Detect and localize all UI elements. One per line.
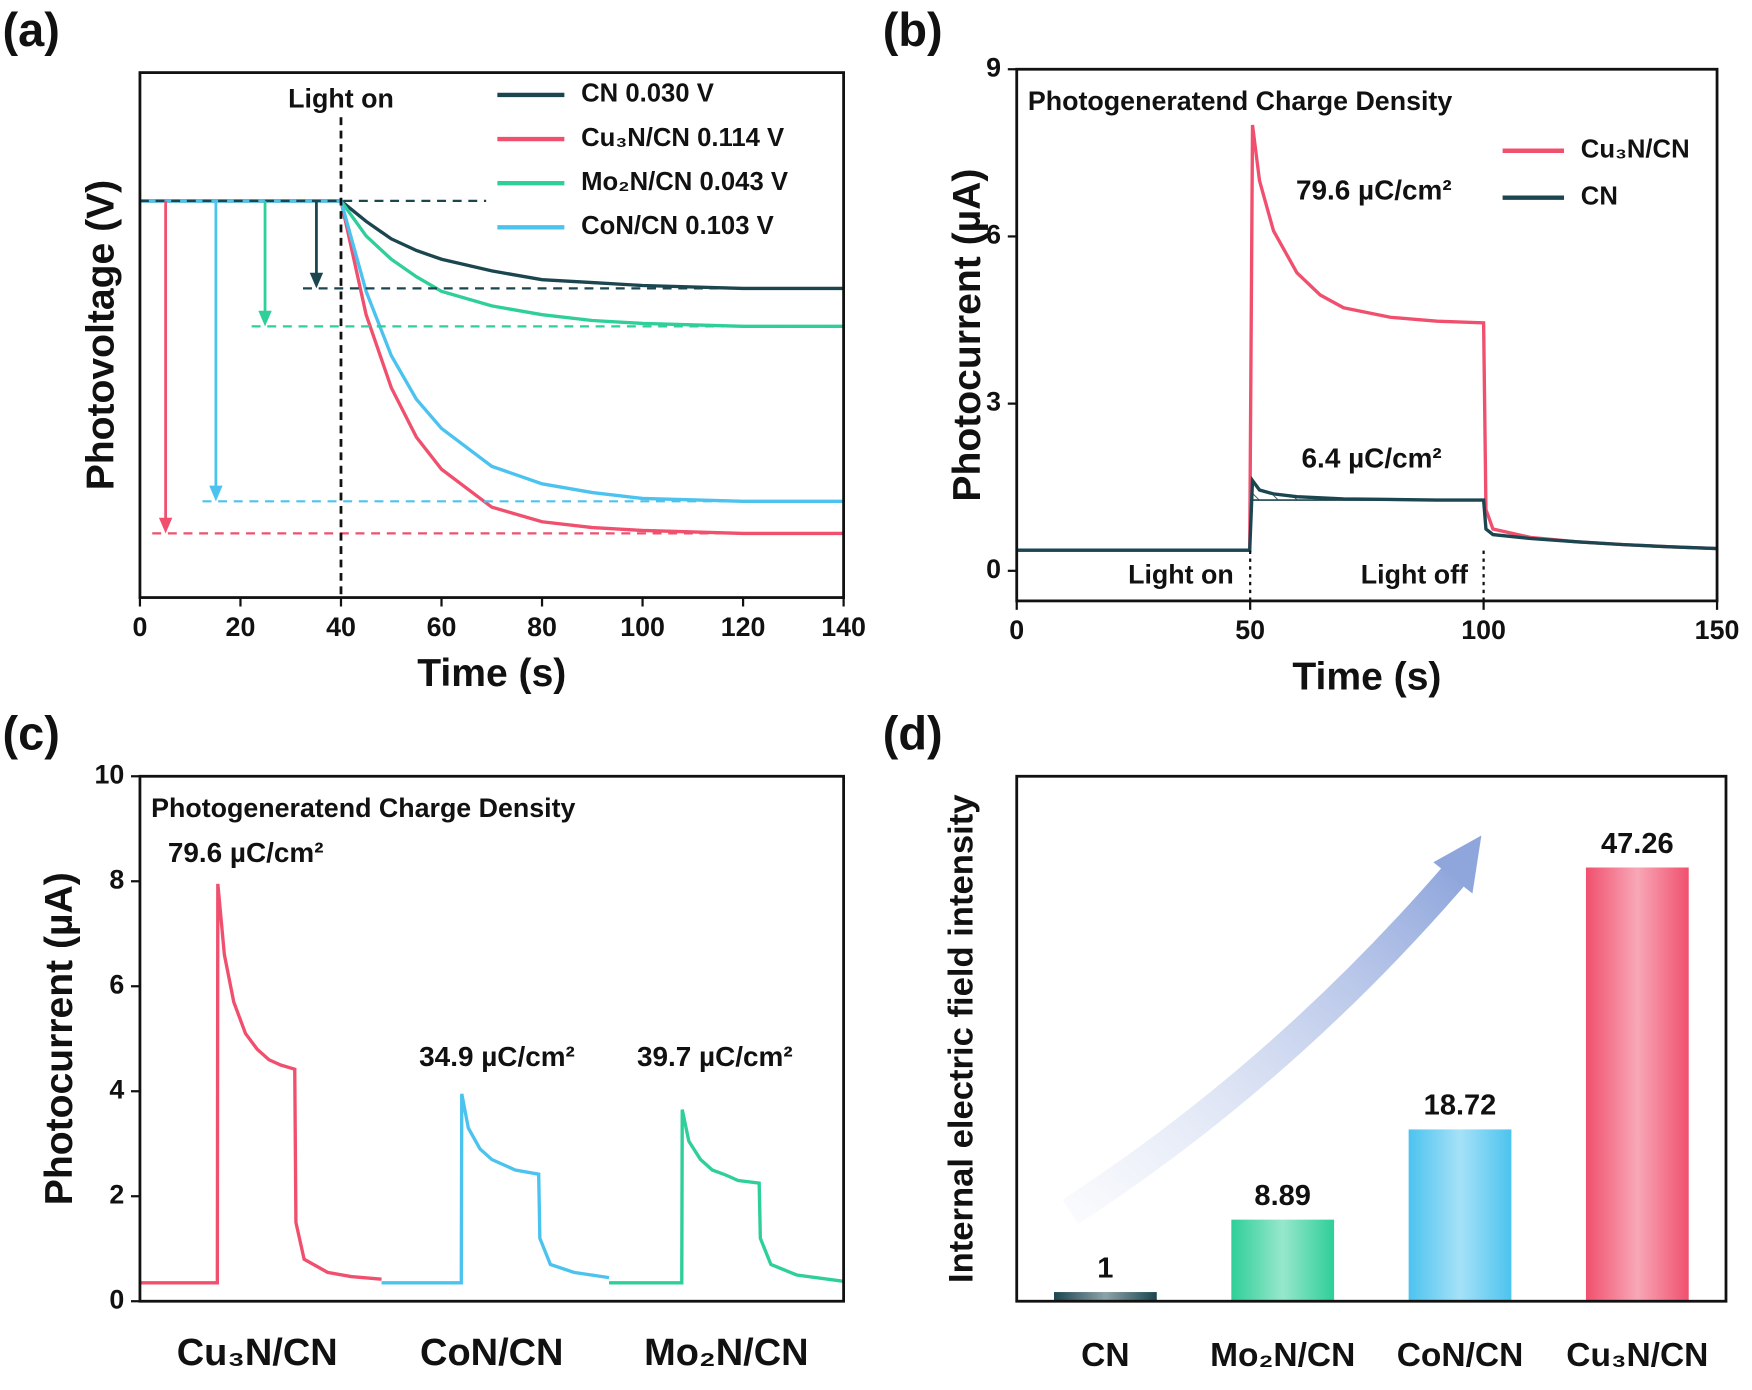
y-tick-label: 8 [109, 864, 124, 894]
panel-label: (d) [883, 708, 943, 760]
annotation: 79.6 µC/cm² [1296, 174, 1452, 205]
y-tick-label: 10 [94, 759, 124, 789]
value-label: 18.72 [1424, 1090, 1497, 1122]
annotation: Light on [1128, 559, 1234, 589]
annotation: 79.6 µC/cm² [168, 837, 324, 868]
line-series [381, 1093, 610, 1285]
trend-arrow [1062, 835, 1482, 1225]
bar [1054, 1292, 1157, 1302]
x-tick-label: CoN/CN [1397, 1337, 1524, 1374]
y-tick-label: 0 [986, 554, 1001, 584]
x-tick-label: 100 [1461, 615, 1506, 645]
chart-title: Photogeneratend Charge Density [151, 793, 575, 823]
x-tick-label: Mo₂N/CN [644, 1332, 809, 1374]
value-label: 8.89 [1254, 1180, 1311, 1212]
plot-frame [138, 774, 846, 1303]
annotation: Light off [1361, 559, 1468, 589]
x-tick-label: CN [1081, 1337, 1129, 1374]
x-tick-label: 60 [427, 612, 457, 642]
x-tick-label: 80 [527, 612, 557, 642]
line-series [139, 199, 844, 536]
bar [1231, 1219, 1335, 1302]
x-tick-label: 50 [1235, 615, 1265, 645]
drop-arrow-head [158, 517, 173, 534]
x-tick-label: 40 [326, 612, 356, 642]
y-tick-label: 2 [109, 1179, 124, 1209]
y-axis-title: Photovoltage (V) [79, 180, 122, 490]
line-series [609, 1109, 844, 1285]
y-tick-label: 6 [986, 220, 1001, 250]
y-tick-label: 6 [109, 969, 124, 999]
plot-frame [1015, 67, 1719, 603]
value-label: 1 [1097, 1252, 1113, 1284]
annotation: 6.4 µC/cm² [1302, 443, 1442, 474]
x-axis-title: Time (s) [1292, 655, 1441, 698]
x-tick-label: Cu₃N/CN [177, 1332, 338, 1374]
bar [1585, 867, 1689, 1302]
drop-arrow-head [258, 310, 272, 327]
x-tick-label: 20 [226, 612, 256, 642]
x-tick-label: 0 [1009, 615, 1024, 645]
annotation: 39.7 µC/cm² [637, 1041, 793, 1072]
y-tick-label: 9 [986, 52, 1001, 82]
x-tick-label: CoN/CN [420, 1332, 563, 1374]
y-axis-title: Photocurrent (µA) [946, 169, 989, 502]
drop-arrow-head [209, 485, 223, 502]
legend-label: CN [1581, 182, 1618, 210]
legend-label: CN 0.030 V [581, 80, 714, 108]
chart-title: Photogeneratend Charge Density [1028, 86, 1452, 116]
line-series [139, 883, 382, 1285]
legend-label: Cu₃N/CN [1581, 136, 1690, 164]
panel-label: (c) [3, 708, 60, 760]
x-axis-title: Time (s) [417, 652, 566, 695]
x-tick-label: Mo₂N/CN [1210, 1337, 1355, 1374]
legend-label: Cu₃N/CN 0.114 V [581, 124, 784, 152]
drop-arrow-head [309, 272, 324, 289]
x-tick-label: Cu₃N/CN [1566, 1337, 1708, 1374]
plot-frame [1015, 774, 1728, 1303]
annotation: Light on [288, 84, 394, 114]
line-series [1016, 475, 1718, 552]
y-tick-label: 3 [986, 387, 1001, 417]
value-label: 47.26 [1601, 828, 1674, 860]
y-axis-title: Internal electric field intensity [942, 794, 980, 1283]
line-series [139, 199, 844, 503]
panel-label: (b) [883, 4, 943, 56]
plot-frame [138, 71, 846, 599]
bar [1408, 1129, 1512, 1302]
x-tick-label: 150 [1695, 615, 1740, 645]
legend-label: Mo₂N/CN 0.043 V [581, 168, 788, 196]
x-tick-label: 120 [721, 612, 766, 642]
y-tick-label: 0 [109, 1284, 124, 1314]
annotation: 34.9 µC/cm² [419, 1041, 575, 1072]
x-tick-label: 100 [620, 612, 665, 642]
panel-label: (a) [3, 4, 60, 56]
x-tick-label: 0 [132, 612, 147, 642]
y-tick-label: 4 [109, 1074, 124, 1104]
x-tick-label: 140 [821, 612, 866, 642]
y-axis-title: Photocurrent (µA) [38, 872, 81, 1205]
legend-label: CoN/CN 0.103 V [581, 212, 774, 240]
